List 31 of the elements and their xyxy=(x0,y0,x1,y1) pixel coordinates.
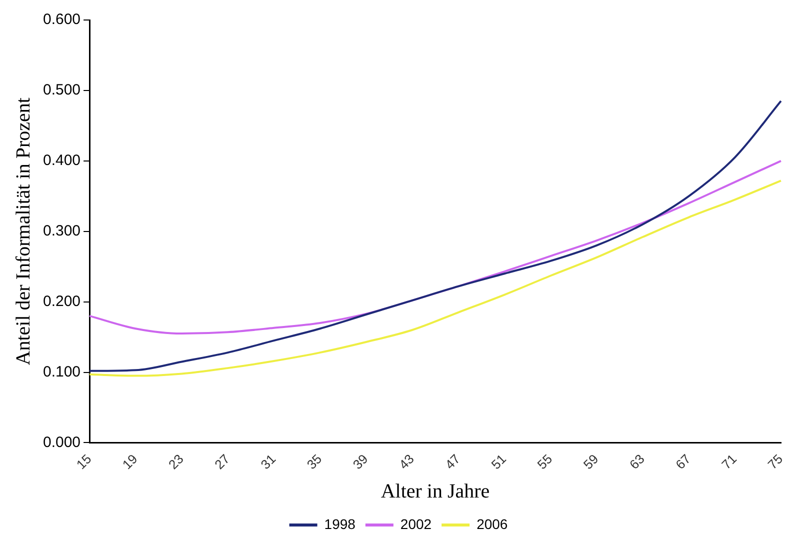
legend-label: 1998 xyxy=(324,516,356,532)
x-tick-label: 59 xyxy=(580,451,602,472)
x-tick-label: 71 xyxy=(718,451,740,472)
y-tick-label: 0.400 xyxy=(42,152,81,170)
y-tick-label: 0.600 xyxy=(42,11,81,28)
legend-label: 2002 xyxy=(400,516,432,532)
y-tick-label: 0.100 xyxy=(42,363,81,380)
legend-label: 2006 xyxy=(476,516,508,532)
y-tick-label: 0.300 xyxy=(42,222,81,240)
y-tick-label: 0.200 xyxy=(42,292,81,310)
line-series xyxy=(88,100,782,372)
x-tick-label: 31 xyxy=(258,451,279,472)
x-tick-label: 43 xyxy=(396,451,417,472)
x-tick-label: 39 xyxy=(350,451,371,472)
line-series xyxy=(88,180,782,377)
line-series xyxy=(88,160,782,335)
x-tick-label: 67 xyxy=(672,451,694,472)
x-tick-label: 27 xyxy=(212,451,232,472)
x-axis-title: Alter in Jahre xyxy=(380,480,490,502)
x-tick-label: 63 xyxy=(626,451,648,472)
x-tick-label: 47 xyxy=(442,451,463,472)
x-tick-label: 19 xyxy=(119,451,140,472)
x-tick-label: 23 xyxy=(166,451,186,472)
x-tick-label: 75 xyxy=(764,451,786,472)
x-tick-label: 35 xyxy=(304,451,325,472)
x-tick-label: 51 xyxy=(488,451,510,472)
y-tick-label: 0.000 xyxy=(42,434,81,451)
y-axis-title: Anteil der Informalität in Prozent xyxy=(12,97,34,366)
x-tick-label: 55 xyxy=(534,451,556,472)
y-tick-label: 0.500 xyxy=(42,82,81,99)
x-tick-label: 15 xyxy=(73,451,94,472)
